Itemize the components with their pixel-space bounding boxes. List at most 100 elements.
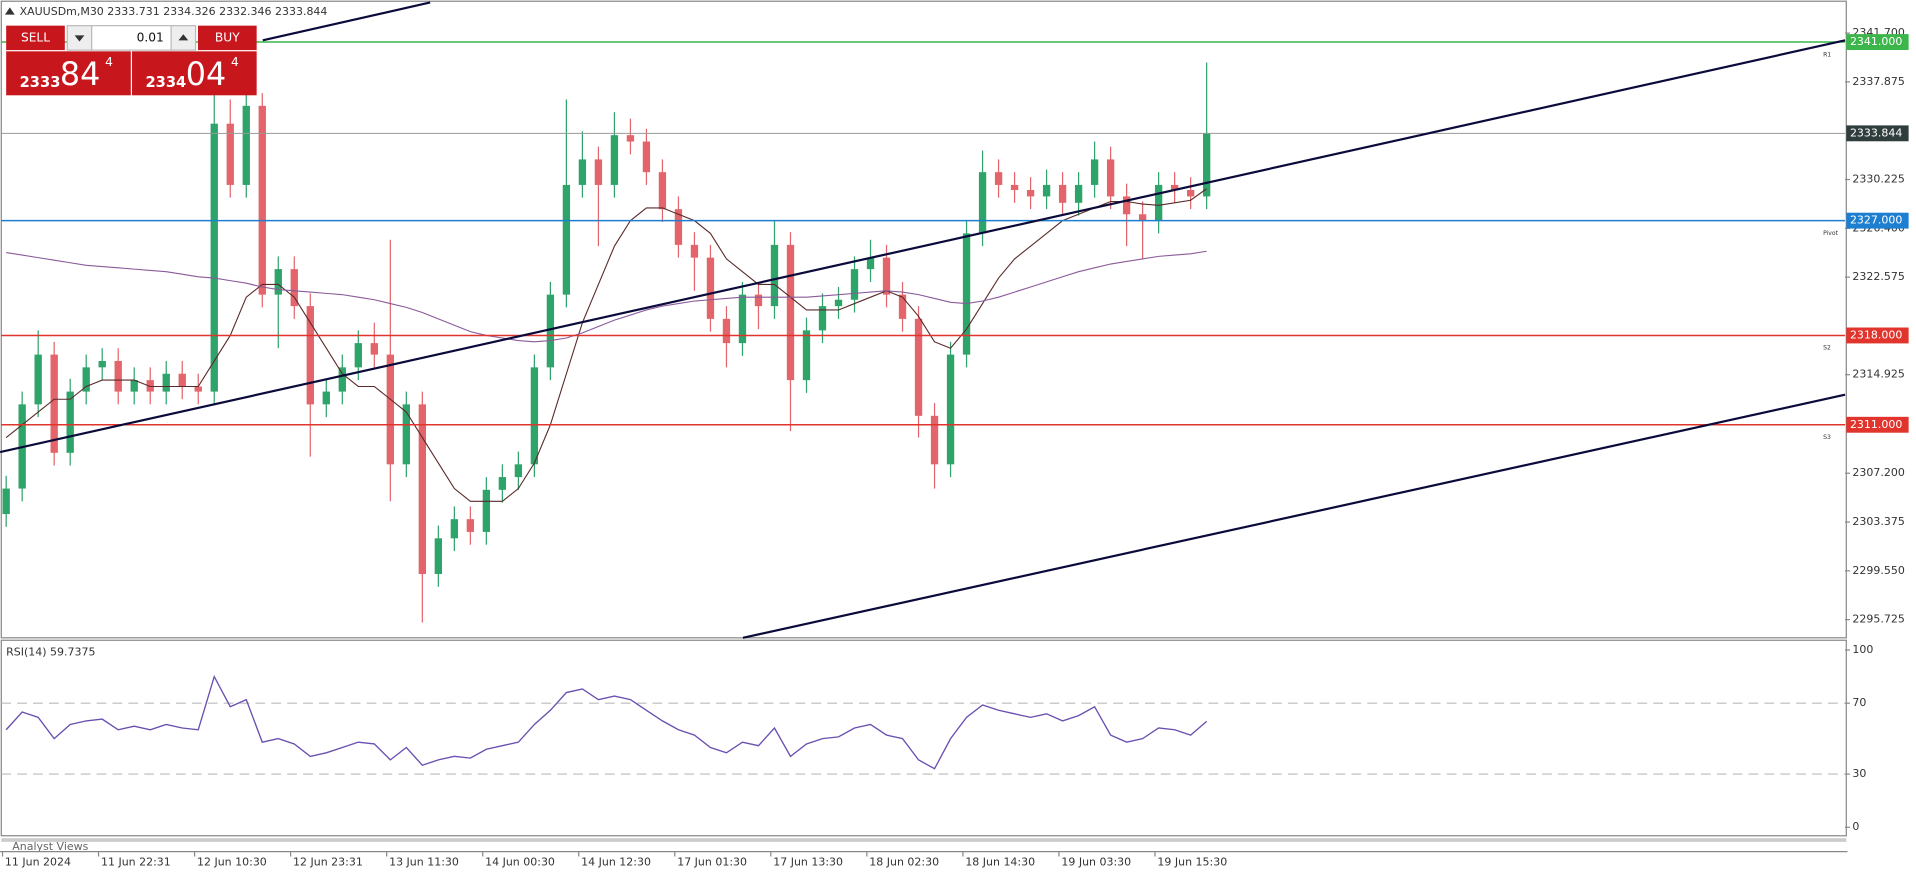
candle-body bbox=[706, 257, 715, 319]
x-tick-label: 18 Jun 14:30 bbox=[965, 856, 1035, 869]
candle-body bbox=[594, 159, 603, 185]
down-arrow bbox=[74, 35, 85, 42]
y-tick-label: 2299.550 bbox=[1852, 564, 1904, 577]
candle-body bbox=[914, 318, 923, 416]
candle-body bbox=[338, 367, 346, 392]
volume-value: 0.01 bbox=[137, 30, 164, 44]
rsi-tick-label: 30 bbox=[1852, 767, 1866, 780]
candle-body bbox=[498, 477, 507, 490]
level-label-box bbox=[1846, 212, 1909, 229]
level-label: 2327.000 bbox=[1850, 214, 1902, 227]
candle-body bbox=[962, 233, 971, 355]
candle-body bbox=[322, 391, 330, 405]
buy-button[interactable] bbox=[197, 25, 257, 51]
candle-body bbox=[818, 306, 827, 331]
rsi-line bbox=[5, 674, 1208, 770]
bid-box[interactable] bbox=[6, 51, 131, 96]
level-label: 2311.000 bbox=[1850, 418, 1902, 431]
moving-average bbox=[6, 250, 1207, 343]
candle-body bbox=[562, 184, 571, 295]
candle-body bbox=[770, 244, 779, 307]
candle-body bbox=[1122, 196, 1131, 215]
y-tick-label: 2314.925 bbox=[1852, 368, 1904, 381]
candle-body bbox=[642, 141, 651, 173]
x-tick-label: 18 Jun 02:30 bbox=[869, 856, 939, 869]
candle-body bbox=[530, 367, 539, 465]
time-axis-labels: 11 Jun 2024 11 Jun 22:31 12 Jun 10:30 12 Ju… bbox=[1, 851, 1227, 869]
x-tick-label: 14 Jun 12:30 bbox=[581, 856, 651, 869]
candle-body bbox=[834, 299, 843, 307]
analyst-views-tab[interactable]: Analyst Views bbox=[12, 840, 88, 853]
buy-label: BUY bbox=[215, 30, 240, 44]
candle-body bbox=[274, 269, 282, 295]
ask-mid: 04 bbox=[186, 57, 226, 93]
rsi-tick-label: 100 bbox=[1852, 643, 1873, 656]
sell-label: SELL bbox=[21, 30, 50, 44]
candle-body bbox=[290, 269, 298, 307]
x-tick-label: 12 Jun 23:31 bbox=[293, 856, 363, 869]
rsi-tick-label: 70 bbox=[1852, 696, 1866, 709]
candle-body bbox=[1138, 214, 1147, 221]
rsi-title: RSI(14) 59.7375 bbox=[6, 645, 95, 658]
candle-body bbox=[386, 354, 394, 465]
x-tick-label: 19 Jun 15:30 bbox=[1157, 856, 1227, 869]
candle-body bbox=[1042, 184, 1051, 197]
level-name: Pivot bbox=[1823, 230, 1839, 237]
collapse-icon[interactable] bbox=[4, 7, 15, 15]
rsi-plot: RSI(14) 59.7375 0 30 70 100 bbox=[1, 643, 1873, 833]
candle-body bbox=[66, 391, 74, 453]
candle-body bbox=[1058, 184, 1067, 203]
rsi-tick-label: 0 bbox=[1852, 820, 1859, 833]
candle-body bbox=[2, 488, 10, 515]
y-tick-label: 2295.725 bbox=[1852, 613, 1904, 626]
candle-body bbox=[402, 404, 410, 465]
candle-body bbox=[1202, 133, 1211, 197]
candle-body bbox=[882, 257, 891, 295]
level-name: S3 bbox=[1823, 434, 1831, 441]
time-axis bbox=[0, 851, 1916, 874]
x-tick-label: 13 Jun 11:30 bbox=[389, 856, 459, 869]
candle-body bbox=[226, 123, 234, 185]
candle-body bbox=[786, 244, 795, 381]
candle-body bbox=[306, 306, 314, 405]
candle-body bbox=[98, 360, 106, 368]
candle-body bbox=[50, 354, 58, 453]
candle-body bbox=[1010, 184, 1019, 191]
channel-lines bbox=[0, 1, 1846, 639]
candle-body bbox=[610, 135, 619, 185]
panel-separator bbox=[1, 838, 1847, 842]
candle-body bbox=[1074, 184, 1083, 203]
candle-body bbox=[930, 415, 939, 465]
candle-body bbox=[210, 123, 218, 392]
candle-body bbox=[738, 294, 747, 344]
candle-body bbox=[850, 269, 859, 300]
x-tick-label: 11 Jun 22:31 bbox=[101, 856, 171, 869]
candle-body bbox=[1154, 184, 1163, 221]
ask-small: 4 bbox=[231, 55, 239, 69]
x-tick-label: 14 Jun 00:30 bbox=[485, 856, 555, 869]
candle-body bbox=[1090, 159, 1099, 185]
candle-body bbox=[418, 404, 426, 575]
ask-box[interactable] bbox=[132, 51, 257, 96]
candle-body bbox=[754, 294, 763, 307]
sell-button[interactable] bbox=[6, 25, 65, 51]
y-tick-label: 2322.575 bbox=[1852, 270, 1904, 283]
candle-body bbox=[626, 135, 635, 142]
level-label-box bbox=[1846, 34, 1909, 50]
bid-mid: 84 bbox=[60, 57, 100, 93]
bid-big: 2333 bbox=[20, 74, 61, 91]
trade-panel: SELL 0.01 BUY 2333 84 4 2334 04 4 bbox=[6, 25, 257, 96]
rsi-frame bbox=[0, 639, 1847, 837]
bid-small: 4 bbox=[105, 55, 113, 69]
candle-body bbox=[450, 519, 459, 539]
price-labels: 2341.7002337.8752330.2252326.4002322.575… bbox=[1823, 26, 1909, 626]
candle-body bbox=[178, 373, 186, 387]
x-tick-label: 17 Jun 01:30 bbox=[677, 856, 747, 869]
x-tick-label: 17 Jun 13:30 bbox=[773, 856, 843, 869]
trend-line bbox=[262, 1, 431, 42]
y-tick-label: 2303.375 bbox=[1852, 515, 1904, 528]
candle-body bbox=[722, 318, 731, 344]
level-label-box bbox=[1846, 327, 1909, 344]
candle-body bbox=[978, 172, 987, 234]
